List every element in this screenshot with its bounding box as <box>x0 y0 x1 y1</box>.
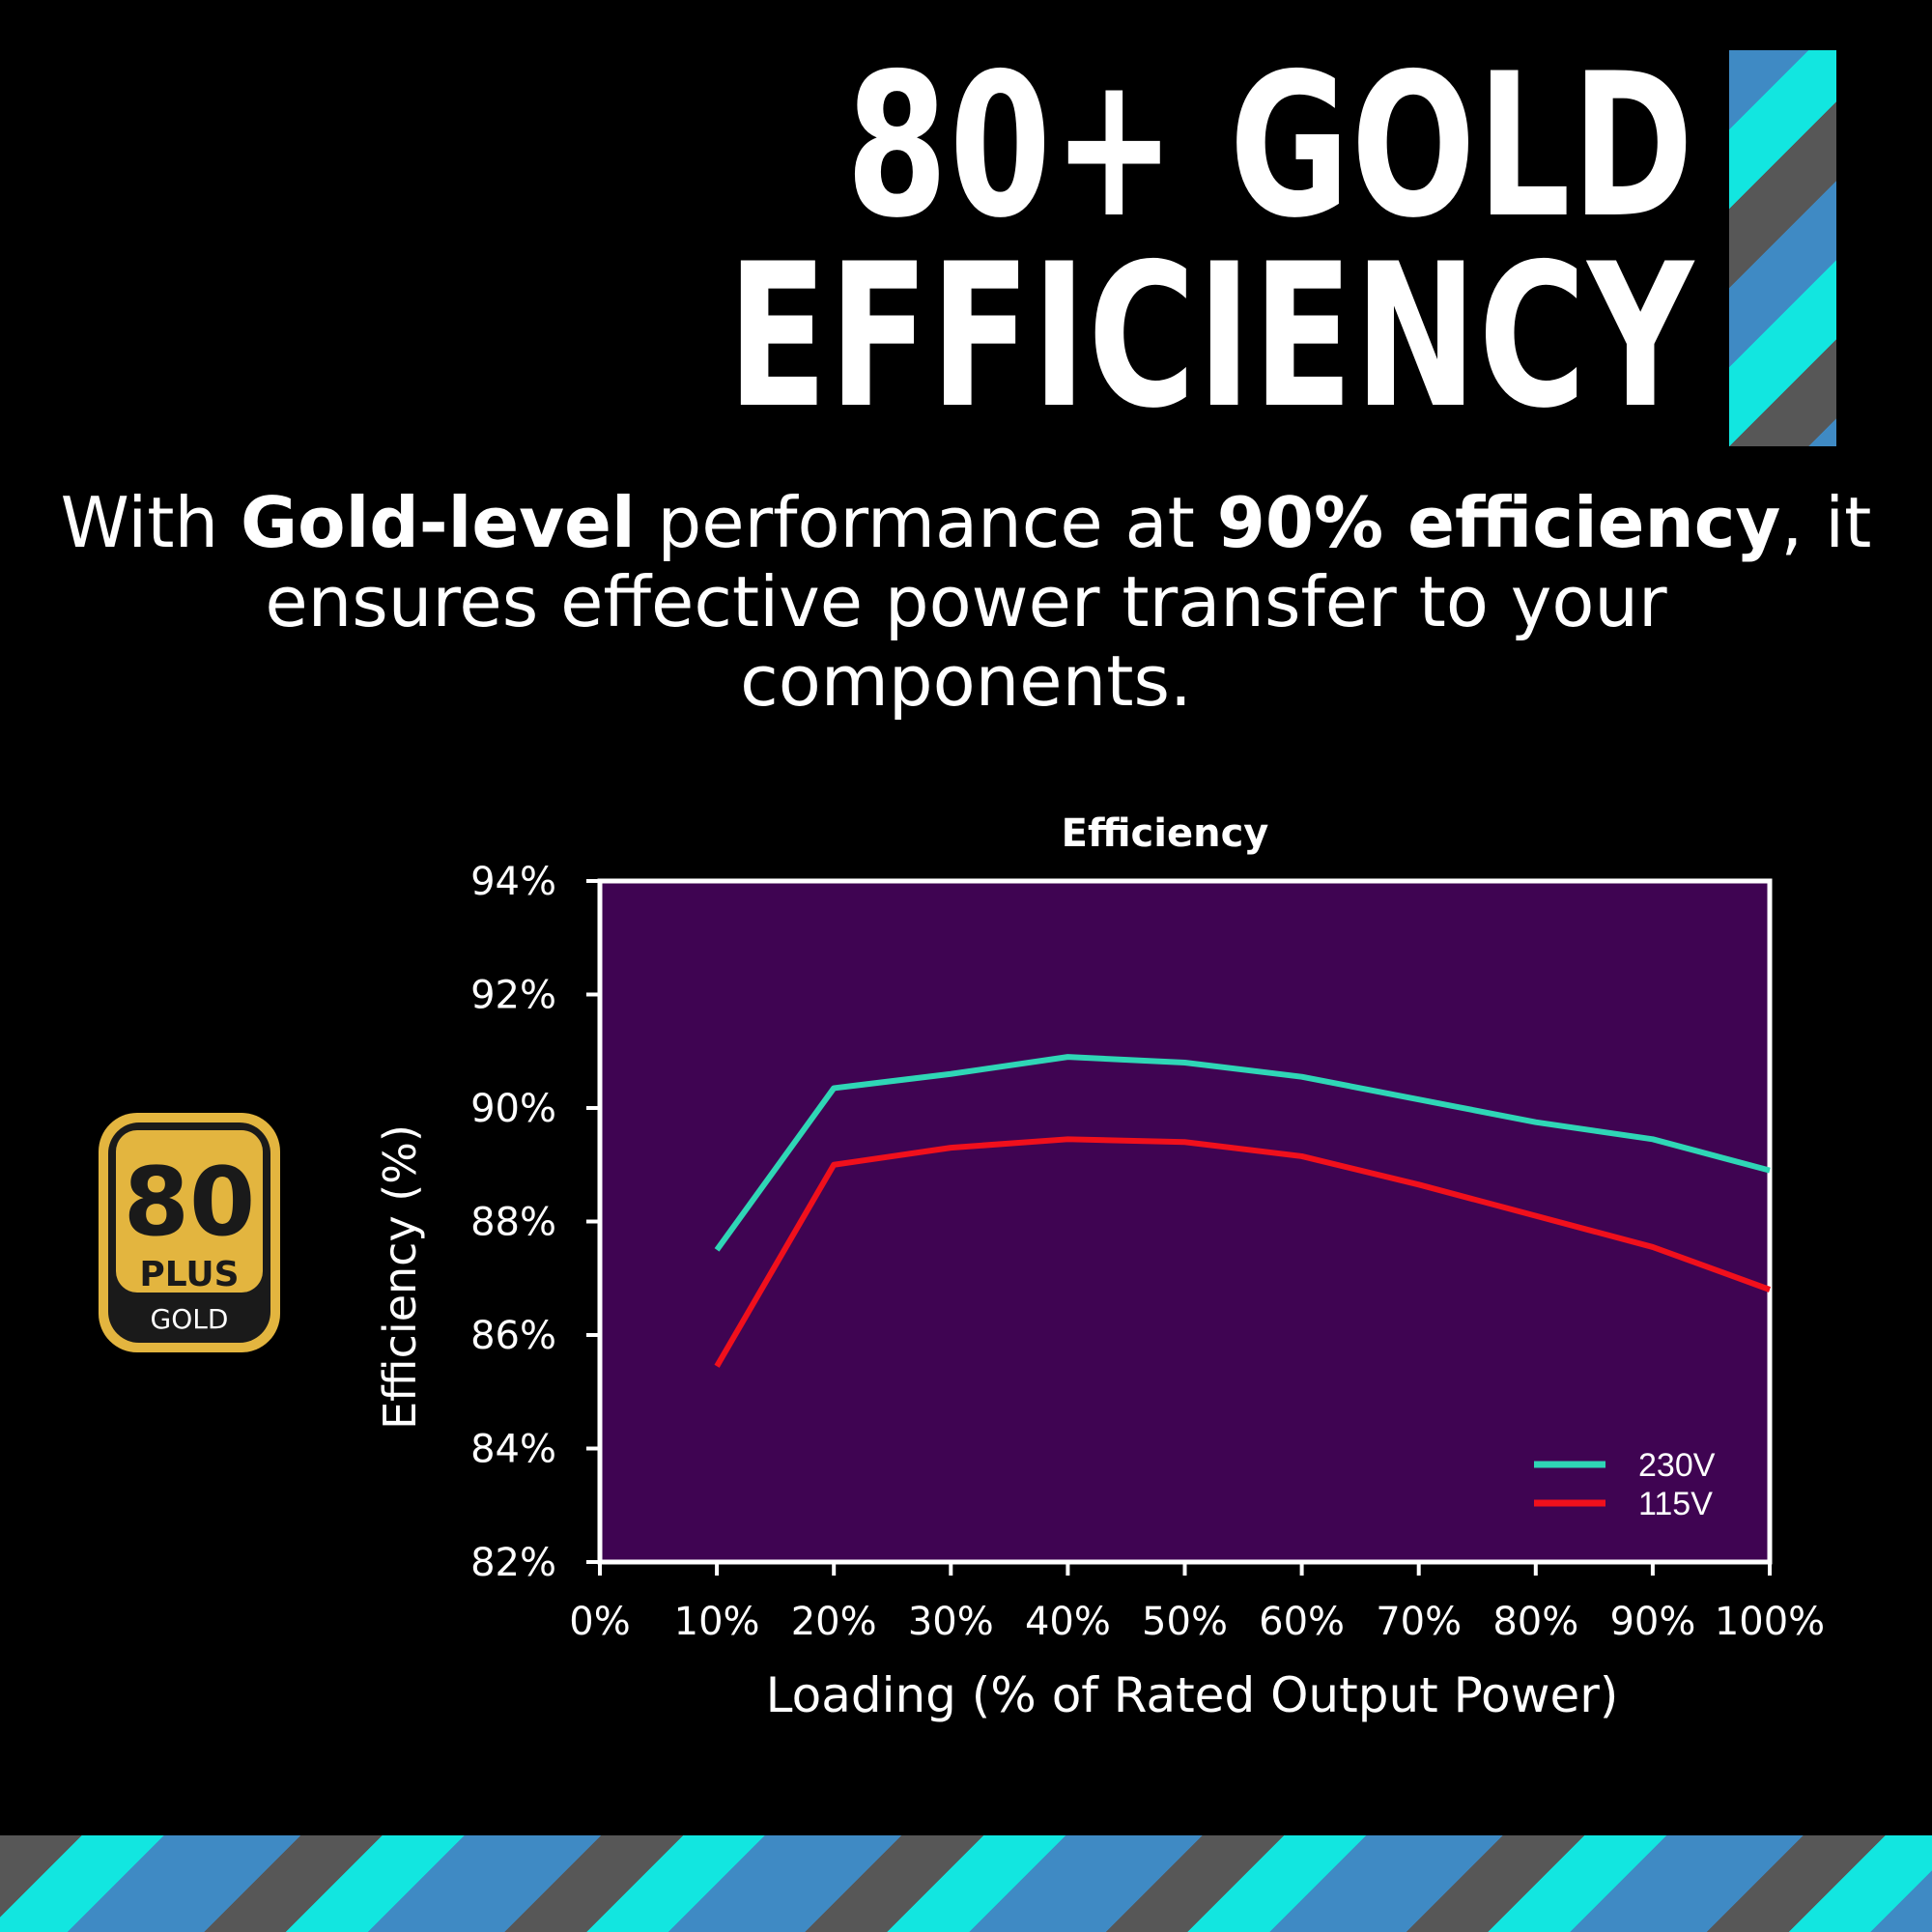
badge-number: 80 <box>124 1148 255 1258</box>
x-tick-label: 50% <box>1142 1600 1228 1644</box>
x-tick-label: 100% <box>1715 1600 1825 1644</box>
headline-line-2: EFFICIENCY <box>727 222 1695 452</box>
badge-inner <box>116 1130 263 1293</box>
80-plus-gold-badge: 80 PLUS GOLD <box>99 1113 280 1352</box>
y-tick-label: 82% <box>470 1541 556 1585</box>
x-tick-label: 60% <box>1259 1600 1345 1644</box>
y-axis-label: Efficiency (%) <box>374 1124 426 1430</box>
legend-label-115V: 115V <box>1638 1486 1713 1522</box>
y-tick-label: 94% <box>470 860 556 904</box>
chart-title: Efficiency <box>1062 811 1269 856</box>
x-tick-label: 90% <box>1609 1600 1695 1644</box>
description-text-3: , it ensures effective power transfer to… <box>265 482 1872 722</box>
x-axis-label: Loading (% of Rated Output Power) <box>766 1667 1619 1723</box>
headline: 80+ GOLD EFFICIENCY <box>727 48 1695 437</box>
x-tick-label: 10% <box>674 1600 760 1644</box>
y-tick-label: 88% <box>470 1201 556 1245</box>
description-bold-1: Gold-level <box>241 482 636 563</box>
y-tick-label: 92% <box>470 974 556 1018</box>
x-tick-label: 20% <box>791 1600 877 1644</box>
decorative-stripe-horizontal <box>0 1835 1932 1932</box>
description-text-1: With <box>60 482 241 563</box>
description: With Gold-level performance at 90% effic… <box>58 483 1874 721</box>
headline-line-1: 80+ GOLD <box>846 32 1695 262</box>
badge-plus: PLUS <box>139 1255 239 1294</box>
series-line-115V <box>714 1136 1772 1368</box>
plot-area <box>597 878 1773 1565</box>
y-tick-label: 86% <box>470 1314 556 1358</box>
decorative-stripe-vertical <box>1729 50 1836 446</box>
series-line-230V <box>714 1054 1771 1252</box>
legend-label-230V: 230V <box>1638 1447 1716 1484</box>
description-text-2: performance at <box>635 482 1217 563</box>
x-tick-label: 30% <box>908 1600 994 1644</box>
x-tick-label: 0% <box>569 1600 630 1644</box>
badge-tier: GOLD <box>151 1303 229 1335</box>
y-tick-label: 84% <box>470 1428 556 1472</box>
efficiency-chart: 82% 84% 86% 88% 90% 92% 94% 0% 10% 20% 30% 40% 50% 60… <box>374 811 1825 1723</box>
y-tick-label: 90% <box>470 1087 556 1131</box>
x-tick-label: 40% <box>1025 1600 1111 1644</box>
x-tick-label: 80% <box>1492 1600 1578 1644</box>
x-tick-label: 70% <box>1376 1600 1462 1644</box>
description-bold-2: 90% efficiency <box>1216 482 1781 563</box>
